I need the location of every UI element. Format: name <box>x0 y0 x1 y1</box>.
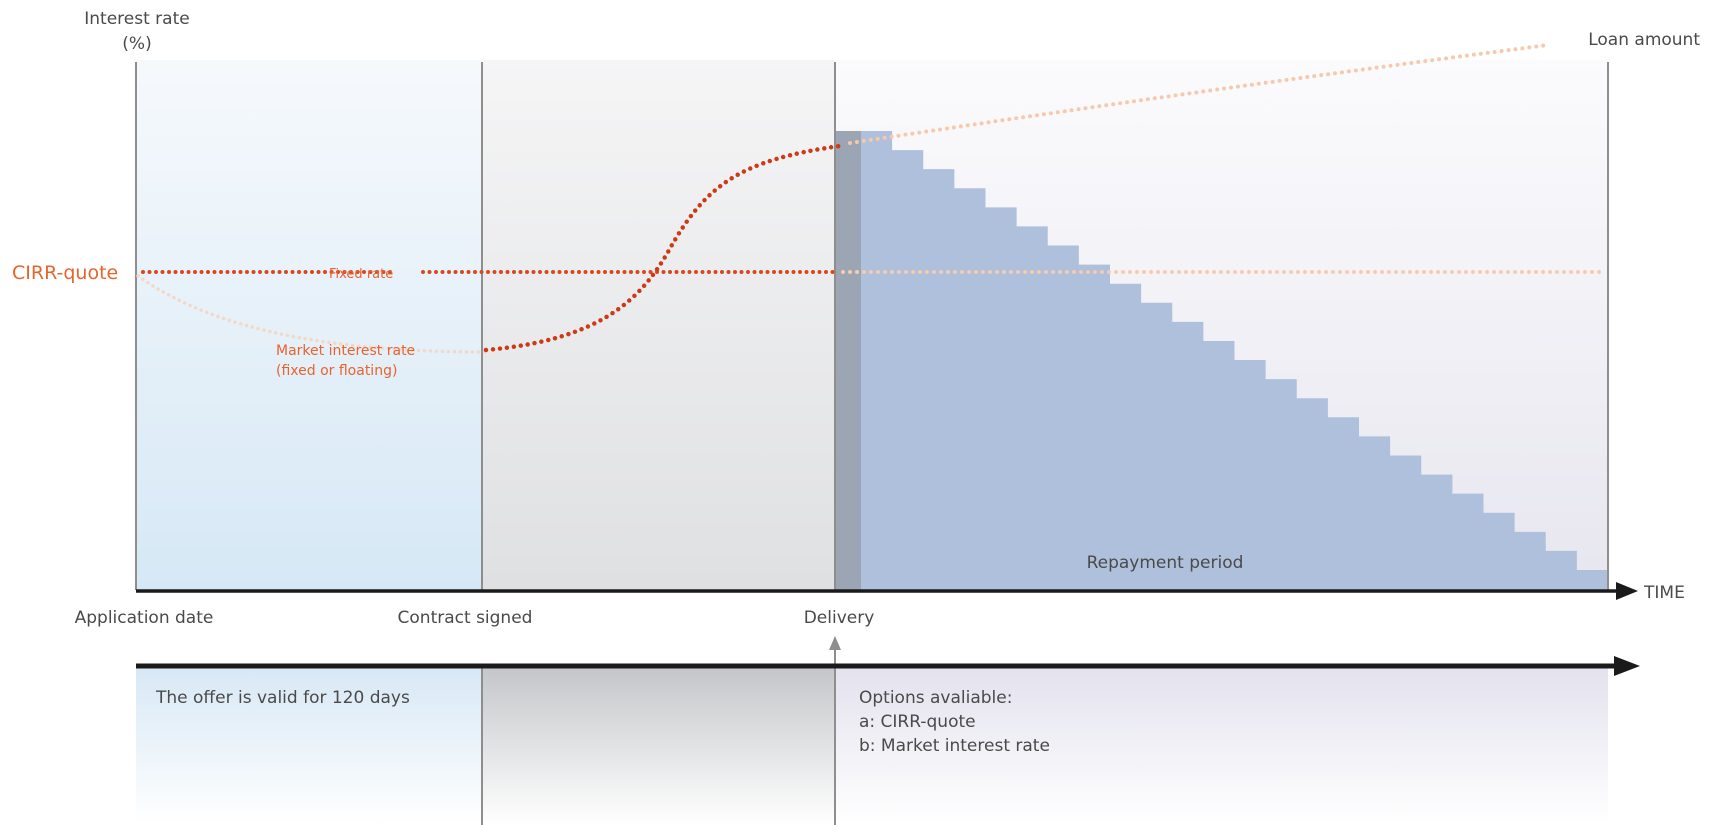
repayment-staircase <box>861 131 1608 590</box>
market-rate-label-line2: (fixed or floating) <box>276 363 397 379</box>
contract-phase-bg <box>482 60 835 590</box>
application-phase-bg <box>136 60 482 590</box>
offer-validity-text: The offer is valid for 120 days <box>155 688 410 708</box>
repayment-period-label: Repayment period <box>1087 553 1244 573</box>
cirr-quote-label: CIRR-quote <box>12 262 118 284</box>
time-label: TIME <box>1643 583 1685 603</box>
y-axis-label-line2: (%) <box>122 34 151 54</box>
options-title: Options avaliable: <box>859 688 1012 708</box>
market-rate-line <box>483 143 843 353</box>
delivery-bar <box>835 131 861 590</box>
options-panel-bg <box>835 668 1608 825</box>
loan-amount-label: Loan amount <box>1588 30 1700 50</box>
market-rate-history <box>136 274 488 354</box>
delivery-up-arrow <box>829 636 841 650</box>
time-axis-arrow <box>1616 582 1638 600</box>
repayment-area <box>861 131 1608 590</box>
option-b: b: Market interest rate <box>859 736 1050 756</box>
market-rate-label-line1: Market interest rate <box>276 343 415 359</box>
option-a: a: CIRR-quote <box>859 712 976 732</box>
fixed-rate-label: Fixed rate <box>329 267 393 282</box>
y-axis-label-line1: Interest rate <box>84 9 189 29</box>
lower-axis-arrow <box>1614 656 1640 676</box>
delivery-label: Delivery <box>804 608 875 628</box>
application-date-label: Application date <box>75 608 214 628</box>
contract-panel-bg <box>482 668 835 825</box>
contract-signed-label: Contract signed <box>398 608 533 628</box>
offer-panel-bg <box>136 668 482 825</box>
